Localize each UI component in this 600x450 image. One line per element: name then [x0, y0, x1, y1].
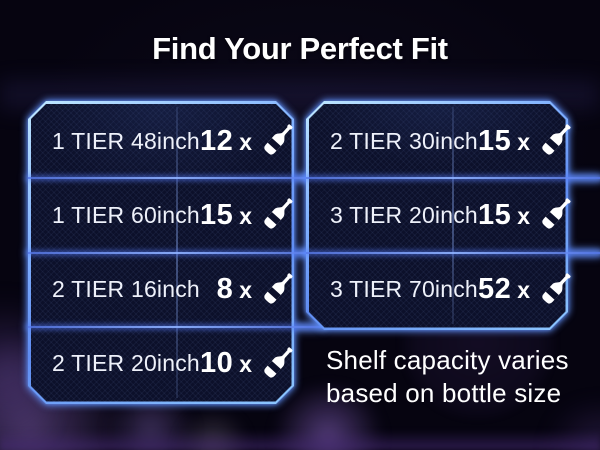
shelf-size-label: 3 TIER 70inch [330, 276, 478, 303]
table-row: 2 TIER 20inch 10 x [28, 325, 323, 401]
capacity-count: 15 [199, 198, 234, 231]
bottle-capacity: 15 x [478, 197, 597, 233]
table-rows: 1 TIER 48inch 12 x 1 TIER 60inc [28, 104, 323, 401]
hud-frame [306, 101, 568, 330]
capacity-count: 15 [477, 124, 512, 157]
bottle-capacity: 15 x [478, 123, 597, 159]
wine-bottle-icon [264, 198, 293, 229]
panel-background [309, 104, 566, 328]
table-row: 1 TIER 60inch 15 x [28, 177, 323, 252]
multiply-symbol: x [239, 202, 252, 229]
capacity-table-right: 2 TIER 30inch 15 x 3 TIER 20inc [306, 101, 600, 330]
capacity-note: Shelf capacity varies based on bottle si… [326, 344, 586, 410]
capacity-table-left: 1 TIER 48inch 12 x 1 TIER 60inc [28, 101, 323, 404]
wine-bottle-icon [264, 272, 293, 304]
bokeh-glow [173, 412, 253, 450]
wine-bottle-icon [542, 124, 571, 155]
shelf-size-label: 1 TIER 60inch [52, 201, 200, 228]
bottle-capacity: 10 x [200, 346, 319, 382]
page-title: Find Your Perfect Fit [152, 31, 448, 66]
multiply-symbol: x [239, 277, 252, 304]
table-row: 3 TIER 20inch 15 x [306, 177, 600, 252]
bottle-capacity: 15 x [200, 197, 319, 233]
bokeh-glow [536, 404, 600, 450]
capacity-count: 8 [216, 273, 234, 306]
capacity-count: 52 [477, 273, 512, 306]
shelf-size-label: 1 TIER 48inch [52, 127, 200, 154]
capacity-note-line2: based on bottle size [326, 377, 562, 408]
shelf-size-label: 2 TIER 20inch [52, 350, 200, 377]
wine-bottle-icon [542, 198, 571, 230]
shelf-size-label: 2 TIER 16inch [52, 276, 200, 303]
table-rows: 2 TIER 30inch 15 x 3 TIER 20inc [306, 104, 600, 327]
capacity-note-line1: Shelf capacity varies [326, 345, 569, 375]
capacity-count: 10 [199, 347, 234, 380]
multiply-symbol: x [239, 128, 252, 155]
bottle-capacity: 8 x [200, 272, 319, 308]
shelf-size-label: 3 TIER 20inch [330, 201, 478, 228]
table-row: 2 TIER 30inch 15 x [310, 104, 597, 178]
bottle-capacity: 52 x [478, 272, 597, 308]
table-row: 2 TIER 16inch 8 x [28, 251, 323, 327]
multiply-symbol: x [239, 351, 252, 378]
wine-bottle-icon [542, 273, 571, 304]
multiply-symbol: x [517, 277, 530, 304]
wine-bottle-icon [264, 124, 293, 155]
bokeh-glow [0, 430, 600, 450]
multiply-symbol: x [517, 202, 530, 229]
bottle-capacity: 12 x [200, 123, 319, 159]
capacity-count: 15 [477, 198, 512, 231]
table-row: 3 TIER 70inch 52 x [306, 251, 600, 327]
table-row: 1 TIER 48inch 12 x [32, 104, 319, 178]
shelf-size-label: 2 TIER 30inch [330, 127, 478, 154]
column-divider [452, 107, 454, 324]
multiply-symbol: x [517, 128, 530, 155]
capacity-count: 12 [199, 124, 234, 157]
wine-bottle-icon [264, 347, 293, 378]
